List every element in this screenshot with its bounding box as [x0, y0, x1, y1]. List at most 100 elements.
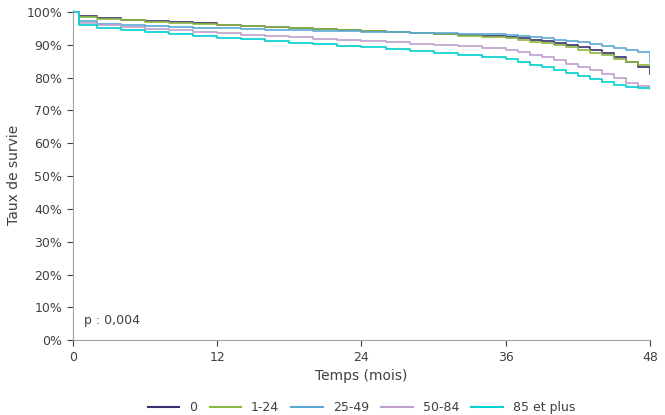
50-84	[237, 32, 245, 37]
25-49	[508, 33, 516, 38]
0	[382, 29, 390, 34]
25-49	[514, 33, 522, 38]
X-axis label: Temps (mois): Temps (mois)	[315, 369, 408, 383]
85 et plus	[562, 71, 570, 76]
1-24	[165, 20, 173, 25]
50-84	[75, 20, 83, 25]
Y-axis label: Taux de survie: Taux de survie	[7, 125, 21, 225]
50-84	[646, 85, 654, 90]
25-49	[622, 48, 630, 53]
0	[454, 32, 462, 37]
1-24	[406, 31, 414, 36]
1-24	[538, 41, 546, 46]
0	[141, 18, 149, 23]
1-24	[598, 53, 606, 58]
50-84	[622, 80, 630, 85]
0	[358, 28, 366, 33]
50-84	[285, 35, 293, 40]
0	[538, 39, 546, 44]
85 et plus	[213, 35, 221, 40]
50-84	[430, 42, 438, 47]
50-84	[68, 10, 76, 15]
1-24	[430, 32, 438, 37]
25-49	[430, 31, 438, 36]
50-84	[538, 55, 546, 60]
25-49	[285, 28, 293, 33]
1-24	[634, 62, 642, 67]
0	[333, 27, 341, 32]
50-84	[189, 29, 197, 34]
1-24	[526, 39, 534, 44]
85 et plus	[309, 42, 317, 46]
25-49	[165, 24, 173, 29]
85 et plus	[93, 25, 101, 30]
0	[550, 40, 558, 45]
85 et plus	[75, 23, 83, 28]
50-84	[586, 68, 594, 73]
Line: 50-84: 50-84	[72, 12, 650, 88]
25-49	[237, 27, 245, 32]
85 et plus	[574, 73, 582, 78]
85 et plus	[454, 52, 462, 57]
1-24	[477, 34, 485, 39]
50-84	[574, 64, 582, 69]
0	[598, 51, 606, 56]
85 et plus	[382, 46, 390, 51]
25-49	[598, 44, 606, 49]
50-84	[634, 83, 642, 88]
0	[309, 26, 317, 31]
0	[430, 31, 438, 36]
85 et plus	[477, 54, 485, 59]
85 et plus	[538, 65, 546, 70]
1-24	[213, 23, 221, 28]
0	[406, 30, 414, 35]
85 et plus	[333, 43, 341, 48]
85 et plus	[634, 85, 642, 90]
50-84	[550, 58, 558, 63]
85 et plus	[610, 83, 618, 88]
50-84	[141, 26, 149, 31]
0	[526, 37, 534, 42]
25-49	[586, 41, 594, 46]
1-24	[562, 45, 570, 50]
25-49	[502, 32, 510, 37]
85 et plus	[550, 68, 558, 73]
50-84	[382, 40, 390, 45]
25-49	[406, 31, 414, 36]
25-49	[574, 40, 582, 45]
0	[634, 65, 642, 70]
0	[117, 17, 125, 22]
50-84	[598, 72, 606, 77]
25-49	[68, 10, 76, 15]
25-49	[454, 32, 462, 37]
1-24	[502, 36, 510, 41]
0	[514, 36, 522, 41]
25-49	[562, 39, 570, 44]
0	[93, 15, 101, 20]
1-24	[75, 15, 83, 20]
0	[75, 13, 83, 18]
0	[189, 21, 197, 26]
1-24	[622, 59, 630, 64]
0	[562, 42, 570, 47]
85 et plus	[68, 10, 76, 15]
50-84	[117, 24, 125, 29]
85 et plus	[646, 87, 654, 92]
0	[610, 55, 618, 60]
50-84	[333, 37, 341, 42]
85 et plus	[586, 76, 594, 81]
Line: 25-49: 25-49	[72, 12, 650, 62]
Line: 1-24: 1-24	[72, 12, 650, 65]
25-49	[333, 29, 341, 34]
0	[261, 24, 269, 29]
1-24	[237, 24, 245, 29]
0	[68, 10, 76, 15]
1-24	[454, 33, 462, 38]
50-84	[213, 31, 221, 36]
Text: p : 0,004: p : 0,004	[84, 314, 140, 327]
85 et plus	[502, 57, 510, 62]
1-24	[93, 17, 101, 22]
Legend: 0, 1-24, 25-49, 50-84, 85 et plus: 0, 1-24, 25-49, 50-84, 85 et plus	[143, 396, 580, 415]
25-49	[261, 27, 269, 32]
25-49	[610, 46, 618, 51]
